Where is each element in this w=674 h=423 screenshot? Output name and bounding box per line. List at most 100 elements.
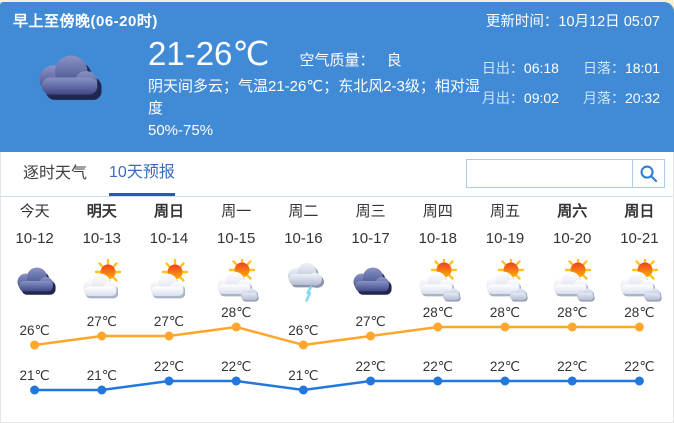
- day-date: 10-20: [553, 230, 592, 247]
- day-date: 10-19: [485, 230, 525, 247]
- high-temp-point: [97, 331, 107, 341]
- low-temp-label: 22℃: [490, 359, 520, 374]
- high-temp-point: [30, 340, 40, 350]
- day-date: 10-14: [149, 230, 189, 247]
- forecast-day-cell[interactable]: 周二 10-16: [270, 197, 337, 307]
- low-temp-label: 21℃: [288, 368, 318, 383]
- forecast-day-cell[interactable]: 周一 10-15: [203, 197, 270, 307]
- forecast-day-cell[interactable]: 周六 10-20: [539, 197, 606, 307]
- day-name: 周二: [288, 203, 319, 220]
- day-name: 周五: [489, 203, 520, 220]
- sunrise-time: 日出：06:18: [481, 60, 559, 76]
- day-name: 周三: [355, 203, 386, 220]
- tab-bar: 逐时天气 10天预报: [1, 152, 673, 197]
- sunset-time: 日落：18:01: [582, 60, 660, 76]
- header-info: 21-26℃ 空气质量： 良 阴天间多云；气温21-26℃；东北风2-3级；相对…: [148, 35, 484, 142]
- low-temp-point: [30, 385, 40, 395]
- low-temp-point: [164, 376, 174, 386]
- day-date: 10-12: [15, 230, 54, 247]
- day-name: 周日: [153, 203, 184, 220]
- forecast-days: 今天 10-12 明天 10-13 周日 10-14 周一 10-15 周二 10-16 周三 10-…: [1, 197, 673, 307]
- forecast-day-cell[interactable]: 周日 10-21: [606, 197, 673, 307]
- forecast-period-label: 早上至傍晚(06-20时): [13, 13, 158, 30]
- search-box: [466, 159, 665, 188]
- low-temp-point: [500, 376, 510, 386]
- header-top-bar: 早上至傍晚(06-20时) 更新时间：10月12日 05:07: [0, 2, 674, 31]
- forecast-day-cell[interactable]: 周五 10-19: [471, 197, 538, 307]
- high-temp-point: [164, 331, 174, 341]
- day-date: 10-15: [217, 230, 256, 247]
- sun-clouds-icon: [481, 258, 529, 304]
- day-date: 10-17: [351, 230, 390, 247]
- day-name: 今天: [19, 203, 50, 220]
- high-temp-label: 28℃: [423, 307, 453, 320]
- search-input[interactable]: [466, 159, 632, 188]
- day-date: 10-21: [620, 230, 659, 247]
- high-temp-label: 28℃: [557, 307, 587, 320]
- forecast-card: 逐时天气 10天预报 今天 10-12 明天 10-13 周日 10-14 周一 10-15 周…: [0, 152, 674, 423]
- header-main: 21-26℃ 空气质量： 良 阴天间多云；气温21-26℃；东北风2-3级；相对…: [0, 31, 674, 142]
- forecast-day-cell[interactable]: 周三 10-17: [337, 197, 404, 307]
- temperature-chart: 26℃ 27℃ 27℃ 28℃ 26℃ 27℃ 28℃ 28℃ 28℃ 28℃ 21℃ 21℃ 22℃ 2…: [20, 307, 654, 395]
- low-temp-label: 22℃: [356, 359, 386, 374]
- high-temp-point: [433, 322, 443, 332]
- sun-cloud-icon: [78, 258, 126, 304]
- high-temp-label: 26℃: [20, 323, 50, 338]
- forecast-day-cell[interactable]: 周四 10-18: [404, 197, 471, 307]
- sun-clouds-icon: [414, 258, 462, 304]
- high-temp-point: [231, 322, 241, 332]
- low-temp-point: [567, 376, 577, 386]
- search-icon: [640, 165, 658, 183]
- air-quality: 空气质量： 良: [299, 49, 401, 70]
- day-name: 周一: [221, 203, 252, 220]
- low-temp-point: [231, 376, 241, 386]
- high-temp-point: [366, 331, 376, 341]
- high-temp-label: 27℃: [154, 314, 184, 329]
- rain-icon: [279, 258, 327, 304]
- sun-moon-times: 日出：06:18 日落：18:01 月出：09:02 月落：20:32: [482, 58, 660, 108]
- tab-10day-forecast[interactable]: 10天预报: [109, 152, 175, 196]
- low-temp-point: [97, 385, 107, 395]
- low-temp-label: 22℃: [423, 359, 453, 374]
- low-temp-label: 21℃: [87, 368, 117, 383]
- day-name: 周四: [422, 203, 453, 220]
- low-temp-label: 21℃: [20, 368, 50, 383]
- sun-clouds-icon: [548, 258, 596, 304]
- day-date: 10-13: [82, 230, 121, 247]
- day-name: 明天: [86, 203, 117, 220]
- overcast-icon: [347, 258, 395, 304]
- low-temp-label: 22℃: [624, 359, 654, 374]
- description-line1: 阴天间多云；气温21-26℃；东北风2-3级；相对湿度: [148, 78, 480, 117]
- search-button[interactable]: [632, 159, 665, 188]
- weather-description: 阴天间多云；气温21-26℃；东北风2-3级；相对湿度 50%-75%: [148, 76, 484, 142]
- low-temp-point: [634, 376, 644, 386]
- high-temp-label: 28℃: [490, 307, 520, 320]
- high-temp-line: [34, 325, 640, 347]
- dark-cloud-icon: [26, 45, 110, 117]
- low-temp-line: [34, 379, 640, 392]
- high-temp-label: 28℃: [221, 307, 251, 320]
- temperature-range: 21-26℃: [148, 35, 270, 72]
- forecast-day-cell[interactable]: 周日 10-14: [135, 197, 202, 307]
- sun-clouds-icon: [212, 258, 260, 304]
- day-date: 10-16: [284, 230, 323, 247]
- forecast-day-cell[interactable]: 明天 10-13: [68, 197, 135, 307]
- low-temp-label: 22℃: [557, 359, 587, 374]
- tab-hourly-weather[interactable]: 逐时天气: [23, 165, 88, 182]
- low-temp-point: [366, 376, 376, 386]
- forecast-day-cell[interactable]: 今天 10-12: [1, 197, 68, 307]
- high-temp-point: [634, 322, 644, 332]
- moonset-time: 月落：20:32: [582, 90, 660, 106]
- high-temp-label: 28℃: [624, 307, 654, 320]
- high-temp-point: [567, 322, 577, 332]
- low-temp-point: [433, 376, 443, 386]
- day-date: 10-18: [418, 230, 457, 247]
- high-temp-label: 26℃: [288, 323, 318, 338]
- description-line2: 50%-75%: [148, 122, 214, 139]
- overcast-icon: [11, 258, 59, 304]
- high-temp-label: 27℃: [356, 314, 386, 329]
- sun-cloud-icon: [145, 258, 193, 304]
- low-temp-label: 22℃: [221, 359, 251, 374]
- low-temp-point: [298, 385, 308, 395]
